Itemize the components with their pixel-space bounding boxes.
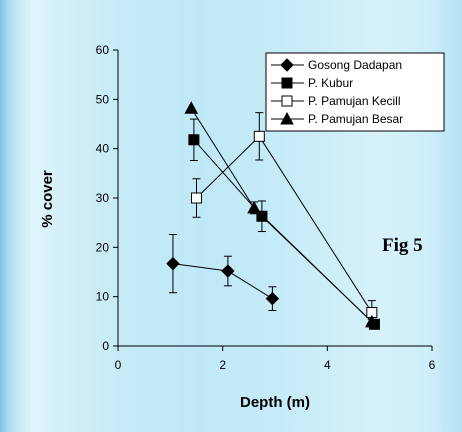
legend-label: P. Kubur: [308, 76, 353, 90]
series-line: [190, 107, 373, 323]
series-line: [193, 139, 375, 325]
plot-area: [166, 101, 380, 330]
marker-square: [281, 77, 293, 89]
y-axis-title: % cover: [39, 170, 56, 228]
series-3: [184, 101, 379, 328]
y-tick-label: 40: [96, 142, 110, 156]
x-tick-label: 2: [219, 358, 226, 372]
marker-triangle: [184, 101, 199, 114]
marker-diamond: [221, 264, 235, 278]
marker-square: [256, 210, 268, 222]
marker-triangle: [280, 111, 294, 125]
marker-open-square: [191, 192, 202, 204]
y-tick-label: 30: [96, 191, 110, 205]
series-2: [191, 112, 378, 325]
series-0: [166, 234, 280, 311]
legend-box: [265, 52, 445, 132]
x-axis-title: Depth (m): [240, 394, 310, 411]
marker-square: [188, 134, 200, 146]
y-tick-label: 60: [96, 43, 110, 57]
legend-label: Gosong Dadapan: [308, 58, 402, 72]
fig-annotation: Fig 5: [382, 235, 423, 256]
marker-triangle: [247, 200, 261, 214]
marker-diamond: [166, 256, 180, 271]
y-tick-label: 10: [96, 290, 110, 304]
marker-triangle: [364, 314, 379, 328]
legend-label: P. Pamujan Besar: [308, 112, 403, 126]
legend: Gosong Dadapan P. Kubur P. Pamujan Kecill P…: [265, 52, 445, 132]
y-tick-label: 20: [96, 240, 110, 254]
series-line: [196, 135, 373, 313]
marker-open-square: [253, 130, 265, 142]
series-line: [172, 263, 273, 300]
legend-label: P. Pamujan Kecill: [308, 94, 401, 108]
x-tick-label: 6: [429, 358, 436, 372]
marker-diamond: [280, 58, 294, 72]
marker-diamond: [265, 291, 280, 306]
y-tick-label: 0: [102, 339, 109, 353]
x-tick-label: 4: [324, 358, 331, 372]
axes: 0 10 20 30 40 50 60 0 2 4 6: [96, 43, 436, 372]
x-tick-label: 0: [115, 358, 122, 372]
y-tick-label: 50: [96, 92, 110, 106]
marker-open-square: [281, 95, 293, 107]
